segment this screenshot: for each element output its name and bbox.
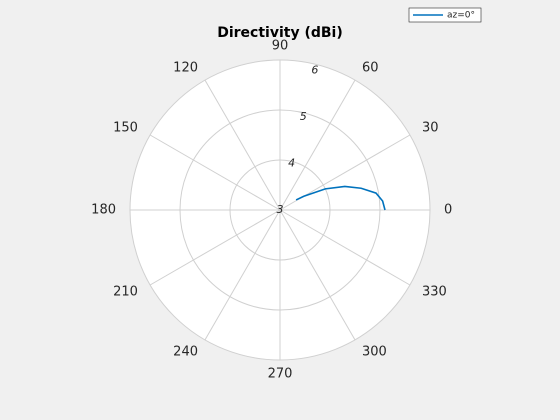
theta-tick-label: 0: [444, 203, 452, 218]
legend-box: [408, 7, 482, 23]
data-line: [295, 185, 386, 211]
theta-tick-label: 210: [113, 285, 138, 300]
theta-tick-label: 240: [173, 345, 198, 360]
grid-spoke: [204, 79, 281, 211]
theta-tick-label: 30: [422, 121, 439, 136]
theta-tick-label: 120: [173, 60, 198, 75]
theta-tick-label: 270: [268, 367, 293, 382]
grid-spoke: [279, 79, 356, 211]
r-tick-label: 5: [300, 110, 307, 123]
theta-tick-label: 330: [422, 285, 447, 300]
grid-spoke: [149, 209, 281, 286]
r-tick-label: 4: [288, 156, 295, 169]
legend-label: az=0°: [447, 11, 475, 21]
grid-spoke: [149, 134, 281, 211]
grid-spoke: [204, 209, 281, 341]
theta-tick-label: 90: [272, 39, 289, 54]
grid-spoke: [279, 209, 411, 286]
r-tick-label: 6: [311, 63, 318, 76]
theta-tick-label: 180: [91, 203, 116, 218]
theta-tick-label: 150: [113, 121, 138, 136]
grid-spoke: [279, 209, 356, 341]
r-tick-label: 3: [277, 203, 284, 216]
theta-tick-label: 60: [362, 60, 379, 75]
theta-tick-label: 300: [362, 345, 387, 360]
chart-title: Directivity (dBi): [217, 25, 343, 41]
